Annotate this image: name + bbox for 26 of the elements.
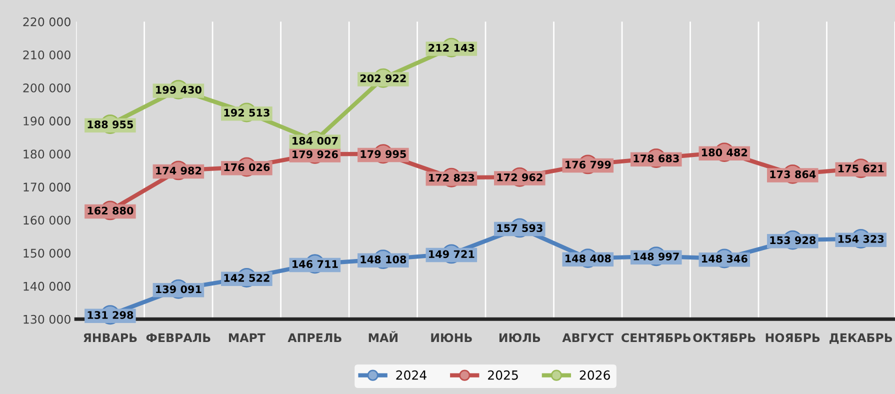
data-label: 179 926 [292,150,338,158]
y-tick-label: 170 000 [24,182,70,192]
y-tick-label: 130 000 [24,314,70,324]
x-tick-label: АВГУСТ [562,333,614,342]
y-tick-label: 140 000 [24,282,70,291]
x-tick-label: ЯНВАРЬ [84,333,137,342]
x-tick-label: ФЕВРАЛЬ [146,333,210,342]
legend-label: 2025 [488,370,518,380]
x-tick-label: ОКТЯБРЬ [693,333,756,342]
x-tick-label: НОЯБРЬ [766,333,820,342]
x-tick-label: ДЕКАБРЬ [830,333,892,344]
y-tick-label: 160 000 [24,216,70,225]
x-tick-label: МАРТ [228,333,266,342]
x-tick-label: СЕНТЯБРЬ [622,333,691,342]
x-tick-label: АПРЕЛЬ [288,333,342,342]
legend-label: 2024 [396,370,426,380]
y-tick-label: 200 000 [23,84,70,92]
y-tick-label: 190 000 [24,116,70,126]
y-tick-label: 150 000 [24,248,70,258]
y-tick-label: 220 000 [23,17,70,26]
x-tick-label: МАЙ [368,331,398,342]
legend-label: 2026 [580,370,610,380]
x-tick-label: ИЮЛЬ [499,333,540,342]
y-tick-label: 210 000 [23,50,70,60]
y-tick-label: 180 000 [24,150,70,159]
x-tick-label: ИЮНЬ [431,333,472,342]
